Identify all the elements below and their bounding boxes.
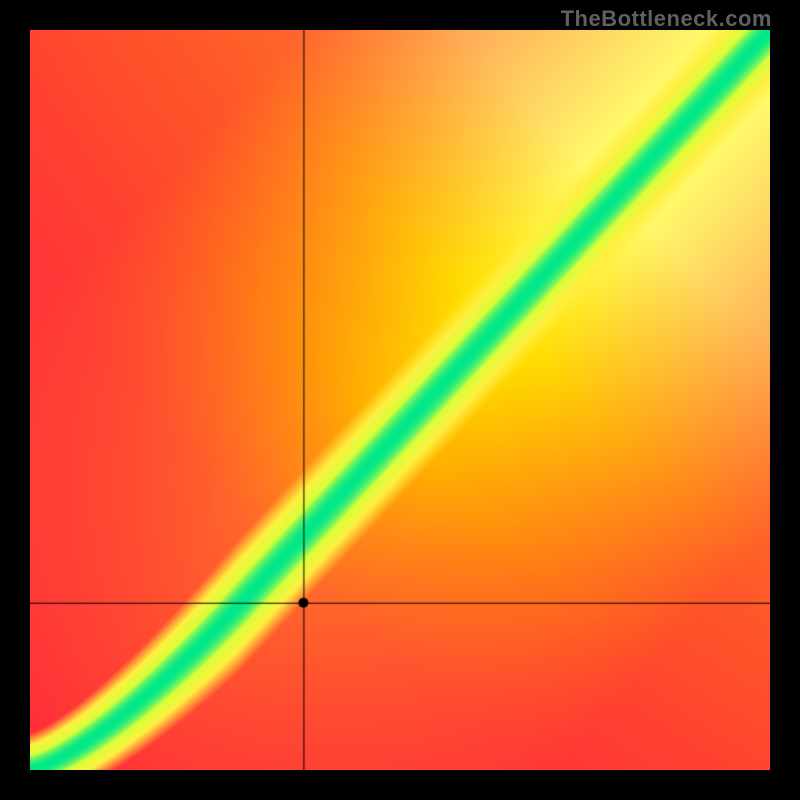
bottleneck-heatmap (30, 30, 770, 770)
watermark-text: TheBottleneck.com (561, 6, 772, 32)
chart-container: TheBottleneck.com (0, 0, 800, 800)
